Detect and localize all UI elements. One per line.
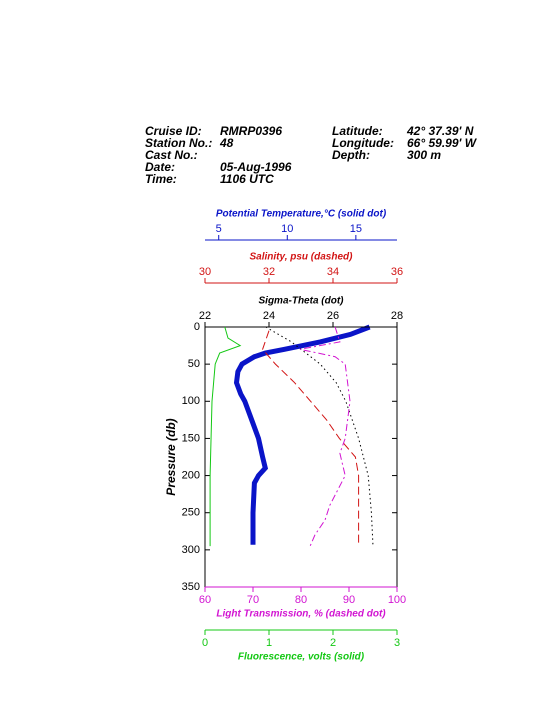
x-tick-label: 100 bbox=[388, 594, 406, 606]
y-tick-label: 200 bbox=[182, 469, 200, 481]
profile-line bbox=[299, 326, 351, 547]
x-tick-label: 2 bbox=[330, 637, 336, 649]
header-value: 66° 59.99' W bbox=[407, 136, 478, 150]
x-tick-label: 3 bbox=[394, 637, 400, 649]
header-label: Date: bbox=[145, 160, 175, 174]
y-tick-label: 250 bbox=[182, 507, 200, 519]
axis-title: Sigma-Theta (dot) bbox=[259, 296, 345, 307]
x-tick-label: 34 bbox=[327, 266, 339, 278]
axis-title: Fluorescence, volts (solid) bbox=[238, 652, 365, 663]
profile-line bbox=[262, 330, 360, 547]
header-value: RMRP0396 bbox=[220, 124, 282, 138]
x-tick-label: 36 bbox=[391, 266, 403, 278]
header-label: Depth: bbox=[332, 148, 370, 162]
profile-line bbox=[209, 326, 242, 547]
x-tick-label: 30 bbox=[199, 266, 211, 278]
x-tick-label: 32 bbox=[263, 266, 275, 278]
header-label: Cast No.: bbox=[145, 148, 198, 162]
header-value: 48 bbox=[219, 136, 234, 150]
header-value: 42° 37.39' N bbox=[406, 124, 474, 138]
axis-title: Salinity, psu (dashed) bbox=[250, 252, 354, 263]
y-tick-label: 50 bbox=[188, 358, 200, 370]
header-label: Latitude: bbox=[332, 124, 383, 138]
axis-title: Light Transmission, % (dashed dot) bbox=[216, 609, 386, 620]
header-label: Time: bbox=[145, 172, 177, 186]
y-tick-label: 350 bbox=[182, 581, 200, 593]
header-value: 05-Aug-1996 bbox=[220, 160, 292, 174]
header-value: 300 m bbox=[407, 148, 441, 162]
x-tick-label: 28 bbox=[391, 310, 403, 322]
x-tick-label: 90 bbox=[343, 594, 355, 606]
y-tick-label: 100 bbox=[182, 395, 200, 407]
header-label: Cruise ID: bbox=[145, 124, 202, 138]
x-tick-label: 0 bbox=[202, 637, 208, 649]
x-tick-label: 5 bbox=[216, 223, 222, 235]
x-tick-label: 80 bbox=[295, 594, 307, 606]
x-tick-label: 24 bbox=[263, 310, 275, 322]
y-axis-title: Pressure (db) bbox=[164, 418, 178, 495]
x-tick-label: 15 bbox=[350, 223, 362, 235]
header-label: Station No.: bbox=[145, 136, 212, 150]
y-tick-label: 150 bbox=[182, 432, 200, 444]
x-tick-label: 1 bbox=[266, 637, 272, 649]
header-label: Longitude: bbox=[332, 136, 394, 150]
y-tick-label: 300 bbox=[182, 544, 200, 556]
header-value: 1106 UTC bbox=[220, 172, 274, 186]
profile-line bbox=[265, 326, 374, 547]
plot-frame bbox=[204, 326, 398, 588]
x-tick-label: 22 bbox=[199, 310, 211, 322]
x-tick-label: 60 bbox=[199, 594, 211, 606]
axis-title: Potential Temperature,°C (solid dot) bbox=[216, 209, 387, 220]
x-tick-label: 70 bbox=[247, 594, 259, 606]
profile-line bbox=[233, 324, 371, 545]
x-tick-label: 10 bbox=[281, 223, 293, 235]
y-tick-label: 0 bbox=[194, 321, 200, 333]
x-tick-label: 26 bbox=[327, 310, 339, 322]
